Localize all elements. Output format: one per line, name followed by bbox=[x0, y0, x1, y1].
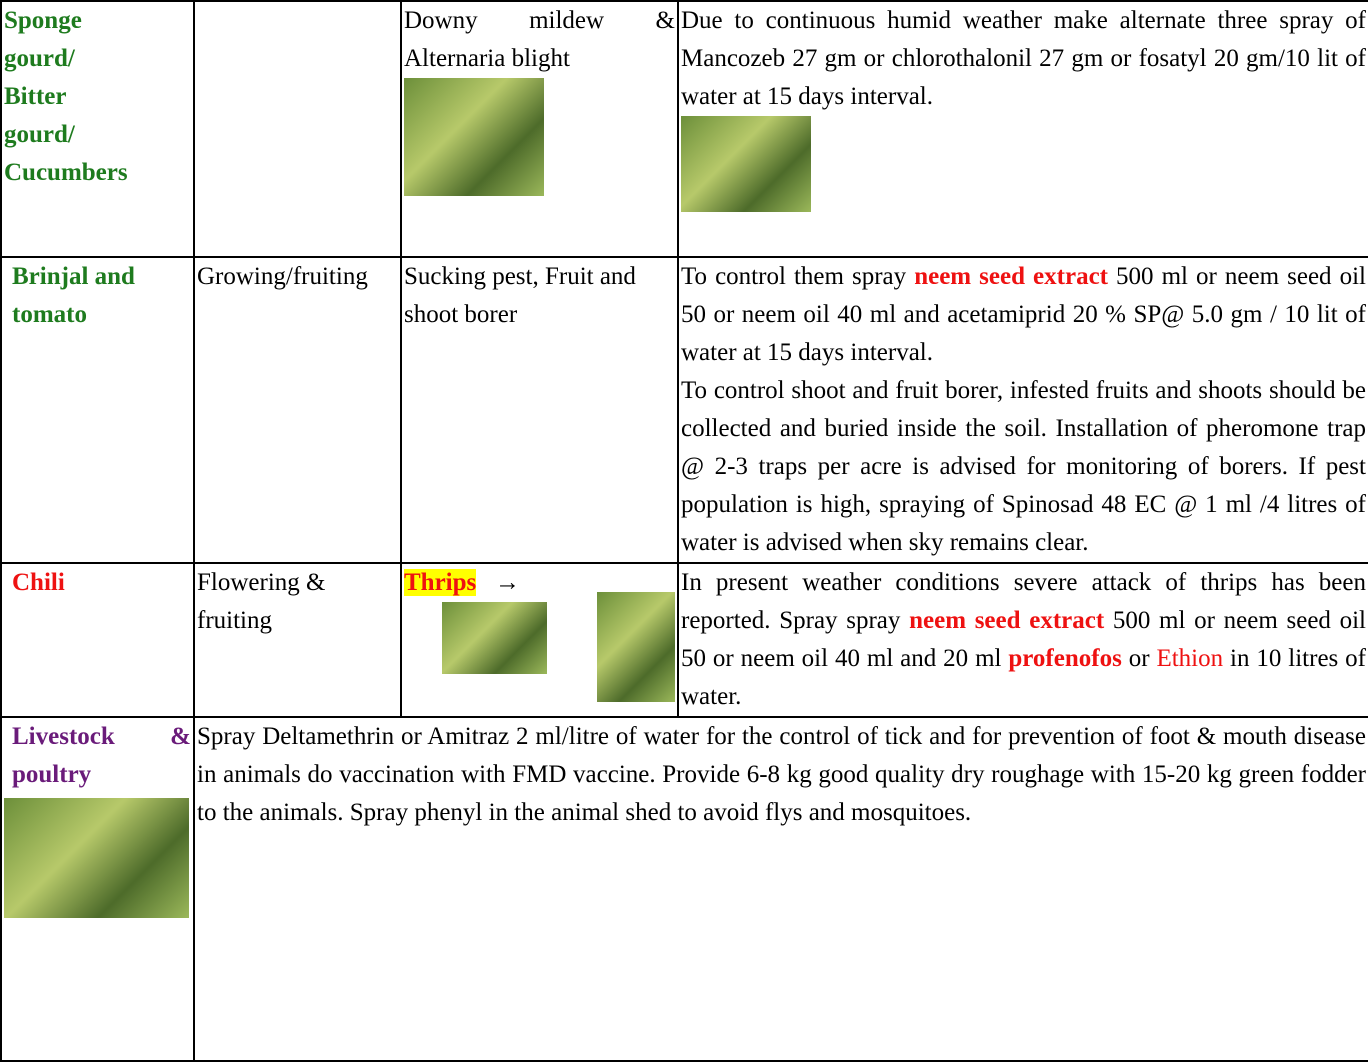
text: To control them spray bbox=[681, 263, 914, 290]
advice: Due to continuous humid weather make alt… bbox=[681, 2, 1366, 116]
text: profenofos bbox=[1008, 645, 1121, 672]
cell: Chili bbox=[1, 563, 194, 717]
problem: Downy mildew & Alternaria blight bbox=[404, 2, 675, 78]
cell: Thrips → bbox=[401, 563, 678, 717]
cell: Due to continuous humid weather make alt… bbox=[678, 1, 1368, 257]
cell: Flowering & fruiting bbox=[194, 563, 401, 717]
stage: Flowering & fruiting bbox=[197, 564, 398, 640]
crop: Brinjal and tomato bbox=[4, 258, 191, 334]
advice: To control shoot and fruit borer, infest… bbox=[681, 372, 1366, 562]
leaf-image bbox=[681, 116, 811, 212]
livestock-image bbox=[4, 798, 189, 918]
pest-image bbox=[442, 602, 547, 674]
cell: To control them spray neem seed extract … bbox=[678, 257, 1368, 563]
text: neem seed extract bbox=[914, 263, 1108, 290]
advisory-table: Spongegourd/Bittergourd/Cucumbers Downy … bbox=[0, 0, 1368, 1062]
crop: Sponge bbox=[4, 2, 191, 40]
crop: Chili bbox=[4, 564, 191, 602]
problem: Sucking pest, Fruit and shoot borer bbox=[404, 258, 675, 334]
cell: Livestock & poultry bbox=[1, 717, 194, 1061]
crop: Livestock & poultry bbox=[4, 718, 191, 794]
problem: Thrips bbox=[404, 569, 476, 596]
text: Ethion bbox=[1156, 645, 1223, 672]
crop: gourd/ bbox=[4, 116, 191, 154]
advice: Spray Deltamethrin or Amitraz 2 ml/litre… bbox=[197, 718, 1366, 832]
cell: Sucking pest, Fruit and shoot borer bbox=[401, 257, 678, 563]
leaf-image bbox=[404, 78, 544, 196]
cell: Brinjal and tomato bbox=[1, 257, 194, 563]
row: Brinjal and tomato Growing/fruiting Suck… bbox=[1, 257, 1368, 563]
row: Livestock & poultry Spray Deltamethrin o… bbox=[1, 717, 1368, 1061]
text: neem seed extract bbox=[909, 607, 1104, 634]
crop: gourd/ bbox=[4, 40, 191, 78]
cell: In present weather conditions severe att… bbox=[678, 563, 1368, 717]
page: Spongegourd/Bittergourd/Cucumbers Downy … bbox=[0, 0, 1368, 1049]
crop: Cucumbers bbox=[4, 154, 191, 192]
advice: In present weather conditions severe att… bbox=[681, 564, 1366, 716]
cell: Downy mildew & Alternaria blight bbox=[401, 1, 678, 257]
advice: To control them spray neem seed extract … bbox=[681, 258, 1366, 372]
arrow: → bbox=[495, 569, 520, 596]
cell bbox=[194, 1, 401, 257]
cell: Growing/fruiting bbox=[194, 257, 401, 563]
cell: Spray Deltamethrin or Amitraz 2 ml/litre… bbox=[194, 717, 1368, 1061]
stage: Growing/fruiting bbox=[197, 258, 398, 296]
crop: Bitter bbox=[4, 78, 191, 116]
row: Chili Flowering & fruiting Thrips → In p… bbox=[1, 563, 1368, 717]
pest-image bbox=[597, 592, 675, 702]
text: or bbox=[1122, 645, 1157, 672]
